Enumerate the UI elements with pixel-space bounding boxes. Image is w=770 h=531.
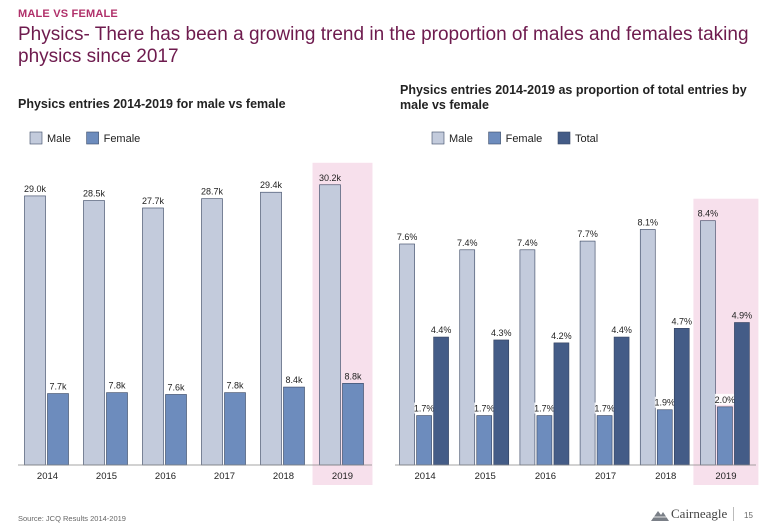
bar-total-2015 bbox=[493, 339, 510, 466]
bar-female-2017 bbox=[224, 392, 246, 466]
data-label-female-2015: 1.7% bbox=[474, 404, 495, 414]
data-label-male-2015: 7.4% bbox=[457, 238, 478, 248]
data-label-total-2016: 4.2% bbox=[551, 331, 572, 341]
page-title: Physics- There has been a growing trend … bbox=[18, 24, 749, 67]
legend-swatch-male bbox=[431, 131, 445, 145]
mountain-logo-icon bbox=[651, 511, 669, 522]
bar-female-2015 bbox=[106, 392, 128, 466]
bar-male-2016 bbox=[519, 249, 536, 466]
bar-female-2014 bbox=[416, 415, 432, 466]
x-tick-label-2015: 2015 bbox=[475, 471, 496, 482]
legend-swatch-female bbox=[86, 131, 99, 145]
x-tick-label-2019: 2019 bbox=[332, 471, 353, 482]
page-number: 15 bbox=[744, 511, 753, 520]
bar-male-2016 bbox=[142, 207, 164, 466]
logo-text: Cairneagle bbox=[671, 506, 728, 521]
data-label-male-2019: 8.4% bbox=[698, 209, 719, 219]
bar-male-2018 bbox=[260, 191, 282, 466]
data-label-bg-female-2016 bbox=[534, 402, 555, 414]
data-label-female-2014: 1.7% bbox=[414, 404, 435, 414]
bar-female-2016 bbox=[536, 415, 553, 466]
bar-male-2018 bbox=[639, 229, 656, 466]
legend-label-female: Female bbox=[506, 133, 543, 145]
data-label-male-2014: 29.0k bbox=[24, 184, 47, 194]
bar-female-2016 bbox=[165, 394, 187, 466]
x-tick-label-2016: 2016 bbox=[155, 471, 176, 482]
data-label-male-2017: 7.7% bbox=[577, 229, 598, 239]
data-label-bg-female-2018 bbox=[654, 396, 675, 408]
right-chart-title: Physics entries 2014-2019 as proportion … bbox=[400, 83, 747, 112]
bar-male-2019 bbox=[319, 184, 341, 466]
data-label-male-2019: 30.2k bbox=[319, 173, 342, 183]
x-tick-label-2014: 2014 bbox=[37, 471, 58, 482]
company-logo: Cairneagle bbox=[651, 506, 727, 522]
bar-total-2014 bbox=[433, 336, 449, 466]
left-chart-title: Physics entries 2014-2019 for male vs fe… bbox=[18, 97, 286, 111]
data-label-male-2018: 29.4k bbox=[260, 180, 283, 190]
bar-male-2014 bbox=[399, 243, 415, 466]
data-label-total-2018: 4.7% bbox=[671, 316, 692, 326]
data-label-bg-female-2014 bbox=[414, 402, 435, 414]
bar-male-2015 bbox=[459, 249, 476, 466]
legend-label-female: Female bbox=[104, 133, 141, 145]
data-label-bg-female-2019 bbox=[714, 393, 735, 405]
data-label-male-2016: 27.7k bbox=[142, 196, 165, 206]
bar-female-2015 bbox=[476, 415, 493, 466]
legend-label-male: Male bbox=[47, 133, 71, 145]
bar-female-2019 bbox=[342, 383, 364, 466]
data-label-female-2019: 2.0% bbox=[715, 395, 736, 405]
bar-male-2017 bbox=[579, 240, 596, 466]
data-label-female-2018: 1.9% bbox=[654, 398, 675, 408]
footer-divider bbox=[733, 507, 734, 521]
data-label-male-2016: 7.4% bbox=[517, 238, 538, 248]
data-label-male-2018: 8.1% bbox=[637, 217, 658, 227]
data-label-female-2014: 7.7k bbox=[49, 382, 67, 392]
bar-female-2018 bbox=[283, 386, 305, 466]
x-tick-label-2018: 2018 bbox=[655, 471, 676, 482]
data-label-female-2018: 8.4k bbox=[285, 375, 303, 385]
legend-swatch-male bbox=[29, 131, 43, 145]
bar-female-2017 bbox=[596, 415, 613, 466]
section-eyebrow: MALE VS FEMALE bbox=[18, 8, 118, 20]
data-label-total-2019: 4.9% bbox=[732, 311, 753, 321]
data-label-female-2016: 1.7% bbox=[534, 404, 555, 414]
bar-total-2018 bbox=[673, 328, 690, 466]
x-tick-label-2017: 2017 bbox=[214, 471, 235, 482]
legend-label-total: Total bbox=[575, 133, 598, 145]
bar-male-2019 bbox=[700, 220, 716, 466]
bar-male-2015 bbox=[83, 200, 105, 466]
legend-swatch-female bbox=[488, 131, 501, 145]
legend-swatch-total bbox=[557, 131, 571, 145]
bar-female-2019 bbox=[717, 406, 733, 466]
legend-label-male: Male bbox=[449, 133, 473, 145]
data-label-total-2017: 4.4% bbox=[611, 325, 632, 335]
data-label-bg-female-2015 bbox=[474, 402, 495, 414]
bar-total-2019 bbox=[734, 322, 750, 466]
data-label-bg-female-2017 bbox=[594, 402, 615, 414]
bar-total-2016 bbox=[553, 342, 570, 466]
data-label-female-2017: 7.8k bbox=[226, 381, 244, 391]
data-label-total-2015: 4.3% bbox=[491, 328, 512, 338]
data-label-male-2017: 28.7k bbox=[201, 187, 224, 197]
data-label-male-2014: 7.6% bbox=[397, 232, 418, 242]
data-label-female-2019: 8.8k bbox=[344, 371, 362, 381]
x-tick-label-2016: 2016 bbox=[535, 471, 556, 482]
x-tick-label-2014: 2014 bbox=[415, 471, 436, 482]
data-label-total-2014: 4.4% bbox=[431, 325, 452, 335]
data-label-female-2016: 7.6k bbox=[167, 382, 185, 392]
x-tick-label-2018: 2018 bbox=[273, 471, 294, 482]
bar-male-2014 bbox=[24, 195, 46, 466]
data-label-male-2015: 28.5k bbox=[83, 189, 106, 199]
source-note: Source: JCQ Results 2014-2019 bbox=[18, 514, 126, 523]
data-label-female-2015: 7.8k bbox=[108, 381, 126, 391]
x-tick-label-2017: 2017 bbox=[595, 471, 616, 482]
x-tick-label-2019: 2019 bbox=[715, 471, 736, 482]
bar-female-2014 bbox=[47, 393, 69, 466]
x-tick-label-2015: 2015 bbox=[96, 471, 117, 482]
data-label-female-2017: 1.7% bbox=[594, 404, 615, 414]
bar-male-2017 bbox=[201, 198, 223, 466]
bar-total-2017 bbox=[613, 336, 630, 466]
bar-female-2018 bbox=[656, 409, 673, 466]
